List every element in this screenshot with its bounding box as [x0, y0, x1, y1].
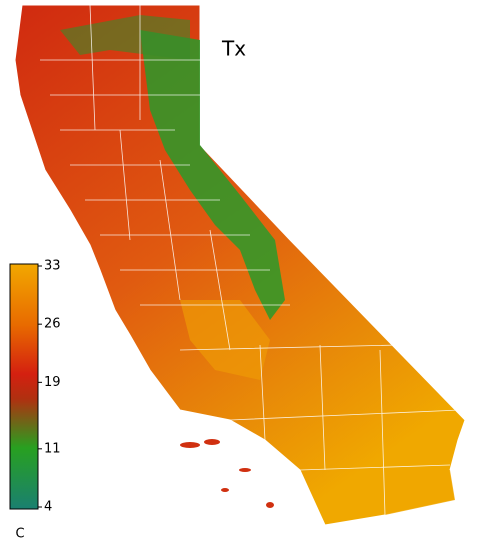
central-valley-warm — [180, 300, 270, 380]
northwest-highlands — [60, 15, 190, 60]
colorbar-tick-label: 26 — [44, 317, 61, 332]
state-shape — [14, 4, 466, 526]
desert-warm — [380, 470, 455, 515]
colorbar-tick-label: 19 — [44, 375, 61, 390]
colorbar-unit: C — [15, 527, 24, 542]
colorbar-tick-label: 11 — [44, 441, 61, 456]
sierra-highlands — [140, 30, 285, 320]
california-map — [14, 4, 466, 526]
map-title: Tx — [221, 37, 246, 61]
colorbar — [9, 263, 39, 510]
colorbar-ticks: 33 26 19 11 4 — [38, 259, 61, 515]
colorbar-tick-label: 4 — [44, 500, 52, 515]
county-boundaries — [40, 4, 461, 516]
channel-islands — [180, 439, 274, 508]
colorbar-tick-label: 33 — [44, 259, 61, 274]
